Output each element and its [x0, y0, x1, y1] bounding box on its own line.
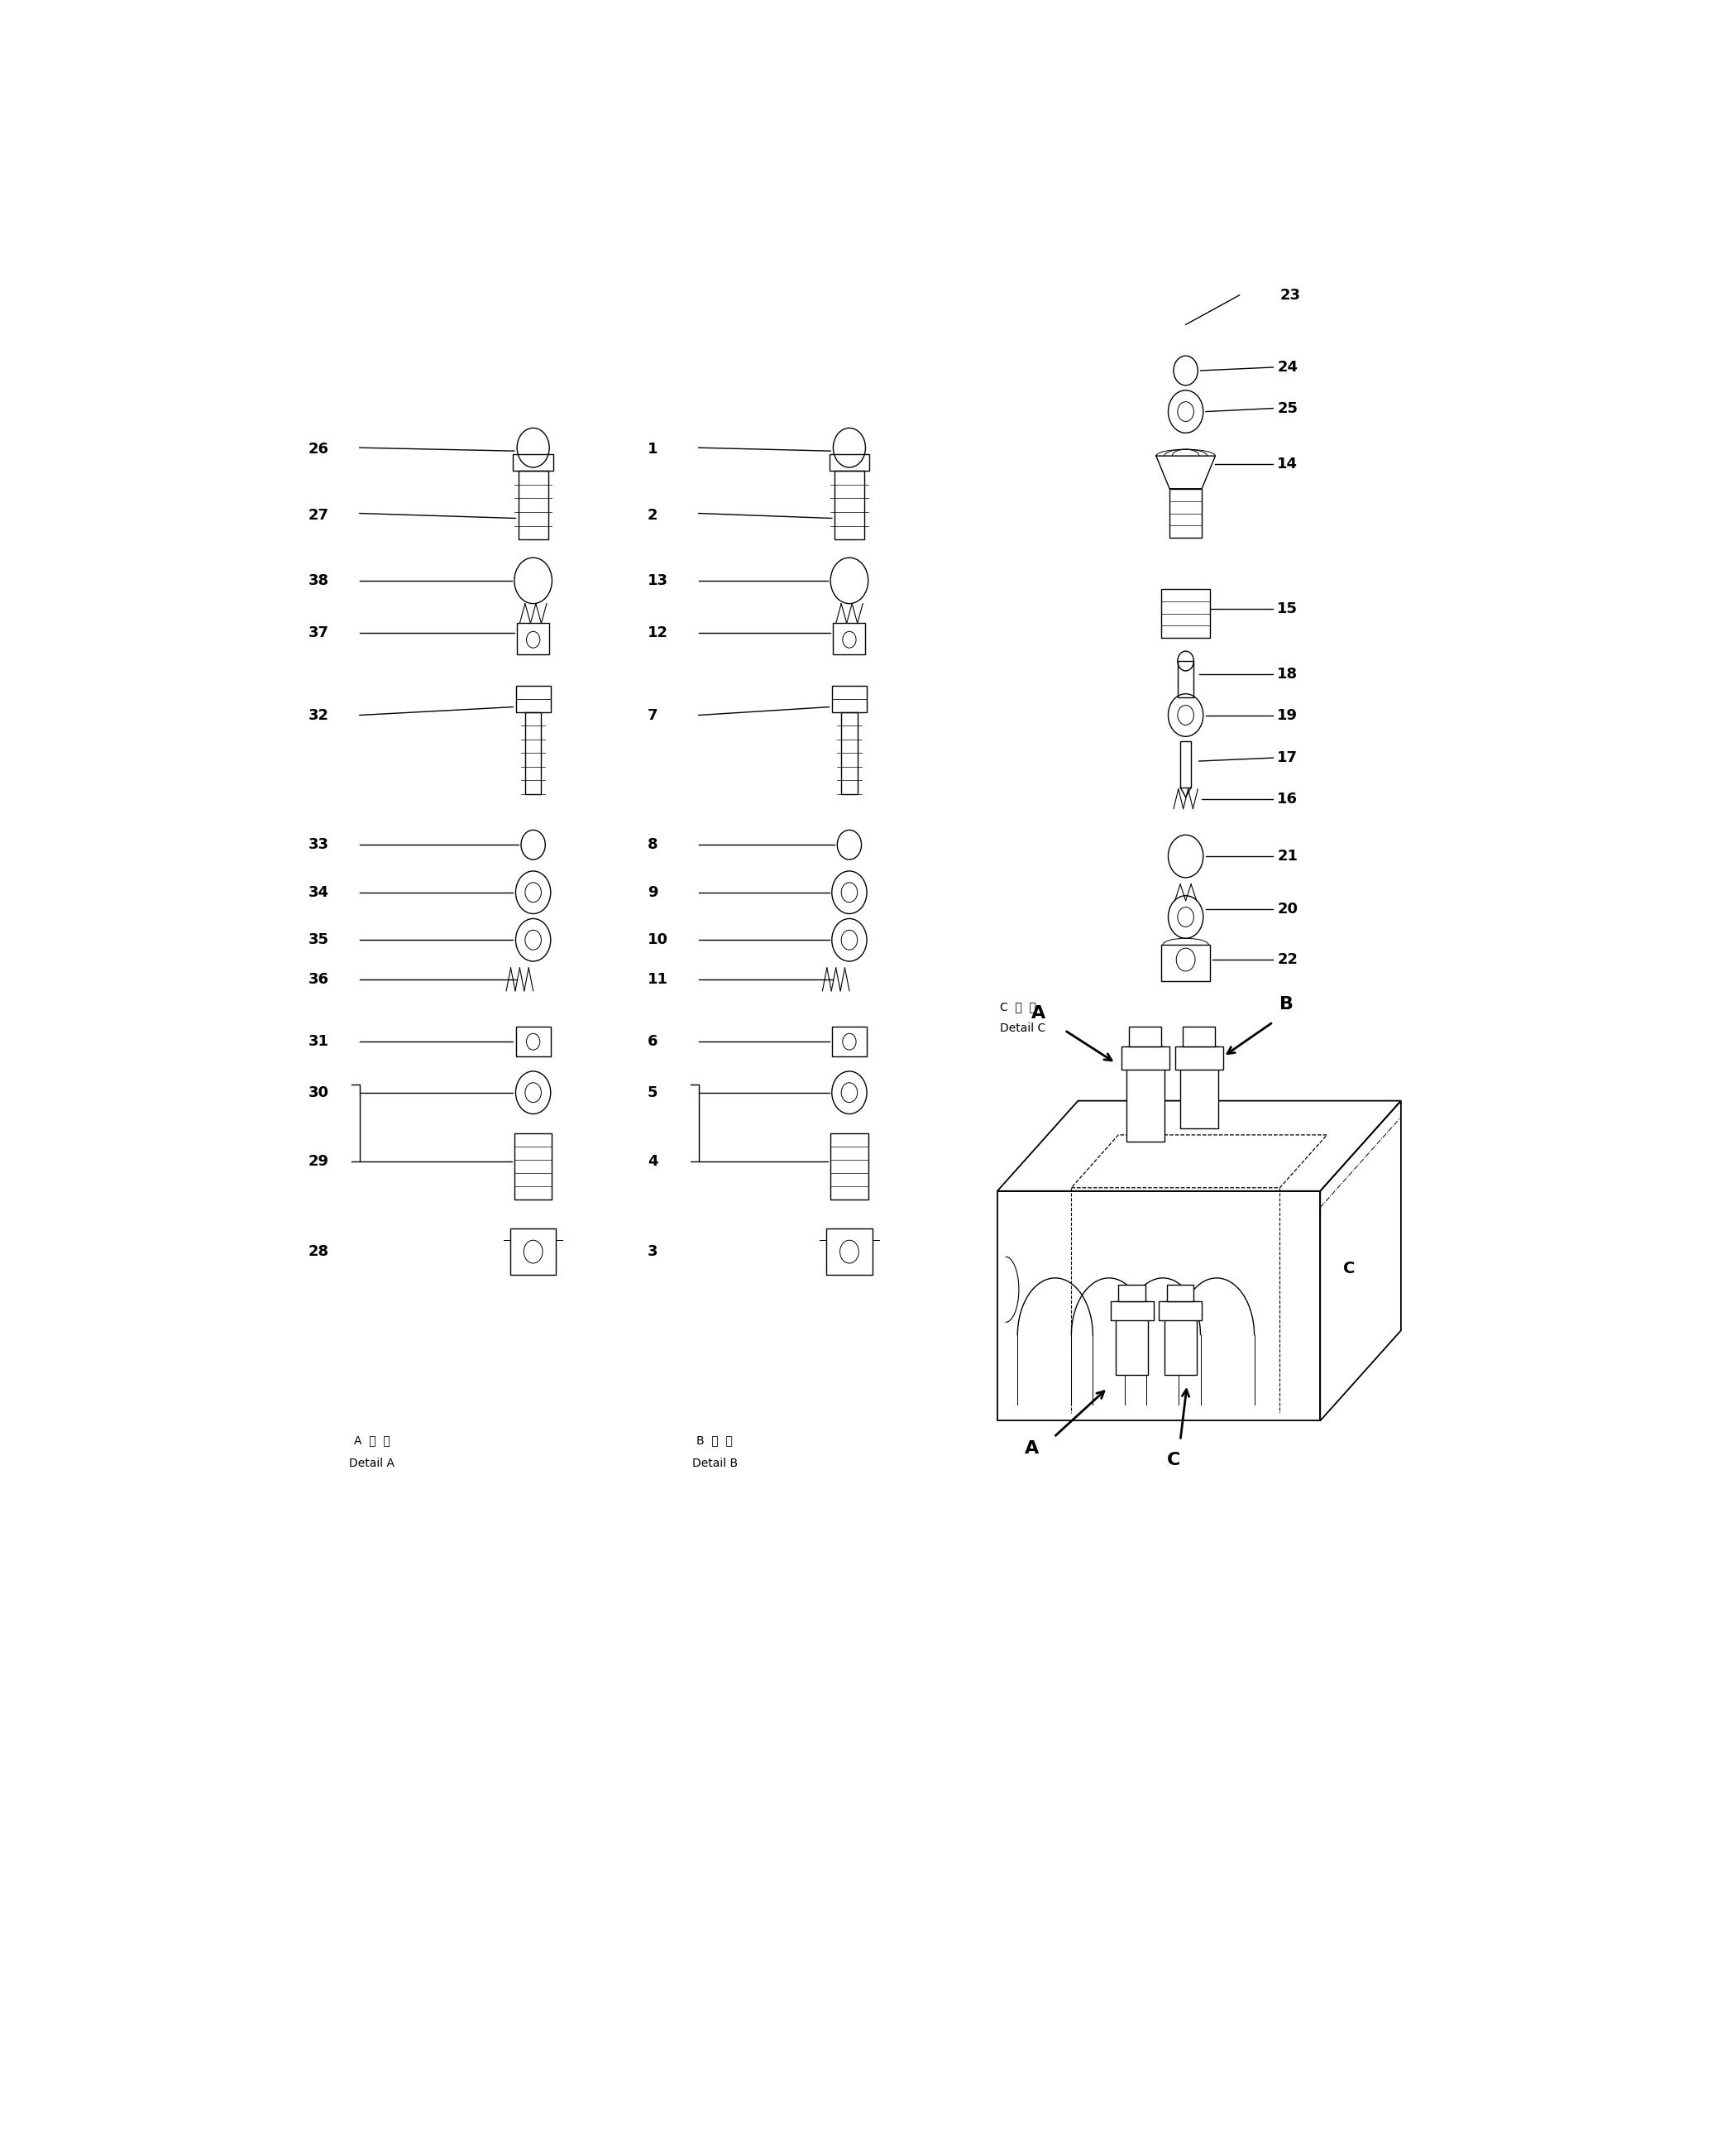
Text: 2: 2: [648, 507, 658, 522]
Text: 28: 28: [309, 1245, 330, 1259]
Text: 10: 10: [648, 933, 668, 948]
Text: 12: 12: [648, 627, 668, 641]
Text: 24: 24: [1278, 360, 1299, 375]
Text: C: C: [1344, 1262, 1356, 1276]
Text: 16: 16: [1278, 791, 1299, 806]
Text: A: A: [1024, 1441, 1038, 1458]
Text: B: B: [1279, 995, 1293, 1012]
Bar: [1182, 1027, 1215, 1046]
Bar: [1180, 1046, 1219, 1129]
Text: Detail C: Detail C: [1000, 1023, 1045, 1034]
Bar: [1161, 944, 1210, 980]
Text: 25: 25: [1278, 401, 1299, 416]
Text: 34: 34: [309, 884, 330, 899]
Bar: [1177, 661, 1194, 697]
Bar: [1128, 1027, 1161, 1046]
Text: 4: 4: [648, 1155, 658, 1170]
Text: A: A: [1031, 1006, 1045, 1023]
Bar: [842, 712, 858, 795]
Text: 13: 13: [648, 573, 668, 588]
Bar: [1111, 1300, 1153, 1321]
Text: C: C: [1167, 1451, 1180, 1468]
Text: 15: 15: [1278, 601, 1299, 616]
Bar: [830, 1134, 868, 1200]
Bar: [1161, 588, 1210, 637]
Bar: [832, 686, 866, 712]
Text: 3: 3: [648, 1245, 658, 1259]
Bar: [519, 471, 549, 539]
Text: 1: 1: [648, 441, 658, 456]
Text: 6: 6: [648, 1034, 658, 1048]
Text: 14: 14: [1278, 456, 1299, 471]
Bar: [1127, 1046, 1165, 1142]
Bar: [517, 622, 549, 654]
Bar: [1165, 1300, 1196, 1374]
Bar: [514, 454, 554, 471]
Bar: [1175, 1046, 1224, 1070]
Text: C  詳  細: C 詳 細: [1000, 1002, 1036, 1012]
Text: 18: 18: [1278, 667, 1299, 682]
Bar: [1121, 1046, 1170, 1070]
Bar: [1160, 1300, 1201, 1321]
Bar: [832, 1027, 866, 1057]
Bar: [1116, 1300, 1147, 1374]
Bar: [510, 1230, 556, 1274]
Text: 32: 32: [309, 707, 330, 722]
Text: 9: 9: [648, 884, 658, 899]
Bar: [1167, 1285, 1194, 1300]
Text: 36: 36: [309, 972, 330, 987]
Bar: [833, 622, 866, 654]
Text: 26: 26: [309, 441, 330, 456]
Text: 17: 17: [1278, 750, 1299, 765]
Text: 21: 21: [1278, 848, 1299, 863]
Text: 19: 19: [1278, 707, 1299, 722]
Text: B  詳  細: B 詳 細: [696, 1434, 733, 1447]
Bar: [830, 454, 870, 471]
Text: 11: 11: [648, 972, 668, 987]
Text: 35: 35: [309, 933, 330, 948]
Bar: [826, 1230, 871, 1274]
Bar: [835, 471, 865, 539]
Bar: [516, 1027, 550, 1057]
Text: 38: 38: [309, 573, 330, 588]
Text: 37: 37: [309, 627, 330, 641]
Text: Detail B: Detail B: [693, 1458, 738, 1468]
Text: 31: 31: [309, 1034, 330, 1048]
Bar: [514, 1134, 552, 1200]
Text: 29: 29: [309, 1155, 330, 1170]
Bar: [1180, 742, 1191, 786]
Text: 22: 22: [1278, 953, 1299, 967]
Text: 27: 27: [309, 507, 330, 522]
Text: 23: 23: [1279, 288, 1300, 303]
Bar: [524, 712, 542, 795]
Text: 5: 5: [648, 1085, 658, 1100]
Text: 8: 8: [648, 837, 658, 852]
Bar: [516, 686, 550, 712]
Bar: [1170, 488, 1201, 537]
Text: A  詳  細: A 詳 細: [354, 1434, 391, 1447]
Text: 33: 33: [309, 837, 330, 852]
Text: Detail A: Detail A: [349, 1458, 394, 1468]
Text: 30: 30: [309, 1085, 330, 1100]
Text: 20: 20: [1278, 901, 1299, 916]
Text: 7: 7: [648, 707, 658, 722]
Bar: [1118, 1285, 1146, 1300]
